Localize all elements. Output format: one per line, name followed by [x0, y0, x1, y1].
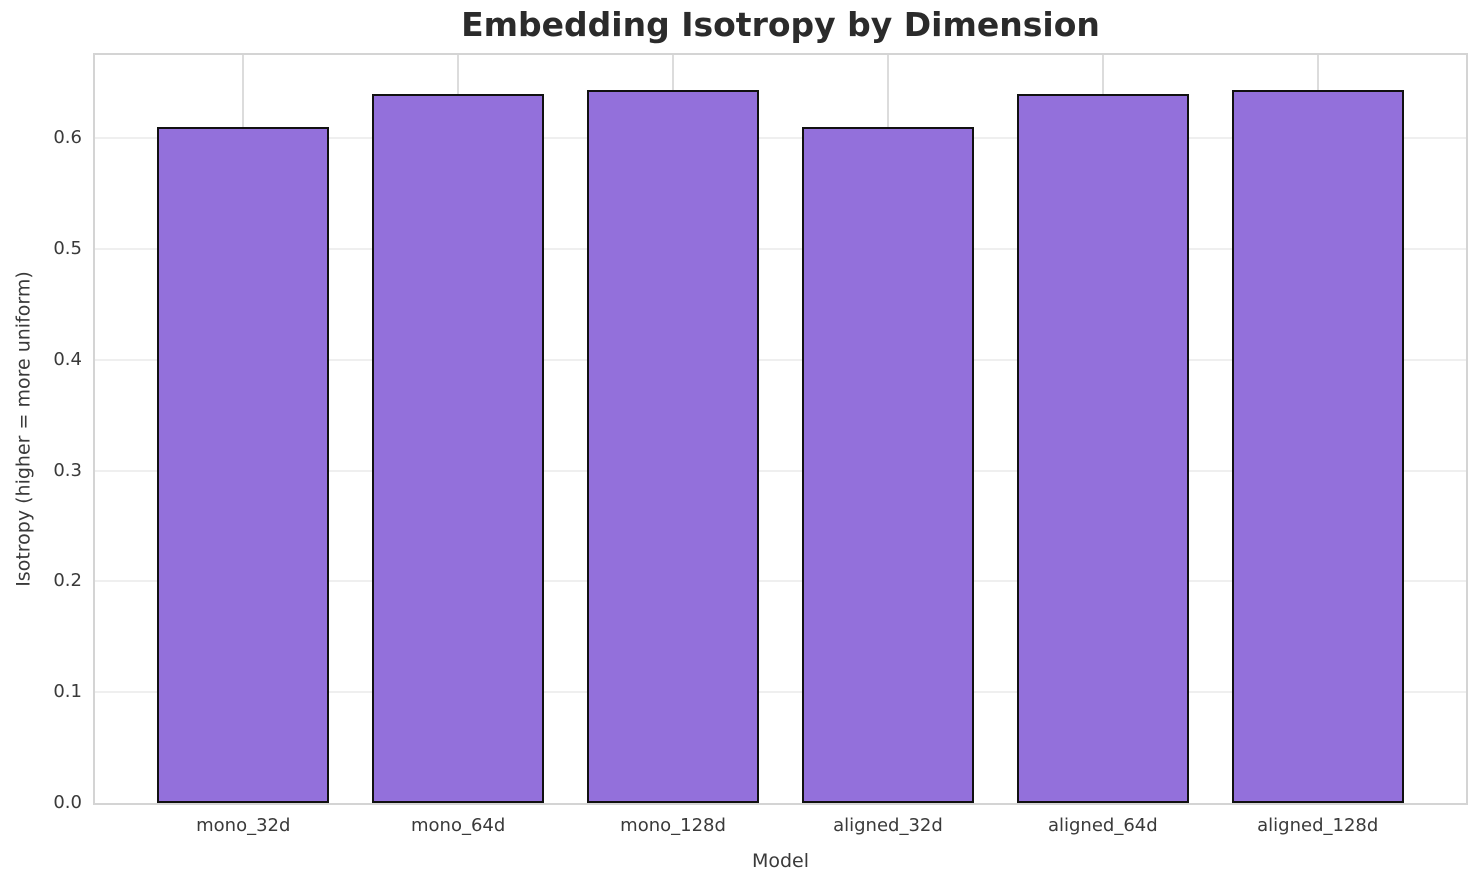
bar-aligned_32d: [801, 127, 974, 803]
bar-mono_128d: [587, 90, 759, 803]
x-tick-label: mono_64d: [411, 815, 506, 836]
gridline-horizontal: [95, 691, 1466, 694]
x-tick-label: mono_32d: [196, 815, 291, 836]
y-axis-label: Isotropy (higher = more uniform): [12, 271, 35, 587]
gridline-horizontal: [95, 247, 1466, 250]
y-tick-label: 0.6: [53, 127, 82, 149]
y-tick-label: 0.5: [53, 237, 82, 259]
y-tick-label: 0.1: [53, 681, 82, 703]
gridline-horizontal: [95, 580, 1466, 583]
gridline-horizontal: [95, 469, 1466, 472]
bar-mono_32d: [157, 127, 330, 803]
gridline-horizontal: [95, 358, 1466, 361]
chart-title: Embedding Isotropy by Dimension: [461, 5, 1100, 44]
y-tick-label: 0.2: [53, 570, 82, 592]
x-tick-label: aligned_128d: [1257, 815, 1379, 836]
bar-aligned_64d: [1016, 93, 1189, 803]
x-tick-label: aligned_32d: [833, 815, 943, 836]
x-axis-label: Model: [751, 850, 810, 872]
y-tick-label: 0.4: [53, 348, 82, 370]
gridline-horizontal: [95, 137, 1466, 140]
plot-area: Model 0.0 0.1 0.2 0.3 0.4 0.5 0.6 mono_32d mono_…: [53, 53, 1468, 872]
y-tick-label: 0.3: [53, 459, 82, 481]
x-tick-label: mono_128d: [620, 815, 726, 836]
y-tick-label: 0.0: [53, 792, 82, 813]
x-tick-label: aligned_64d: [1047, 815, 1158, 836]
bar-mono_64d: [372, 93, 545, 803]
bar-aligned_128d: [1231, 90, 1404, 803]
